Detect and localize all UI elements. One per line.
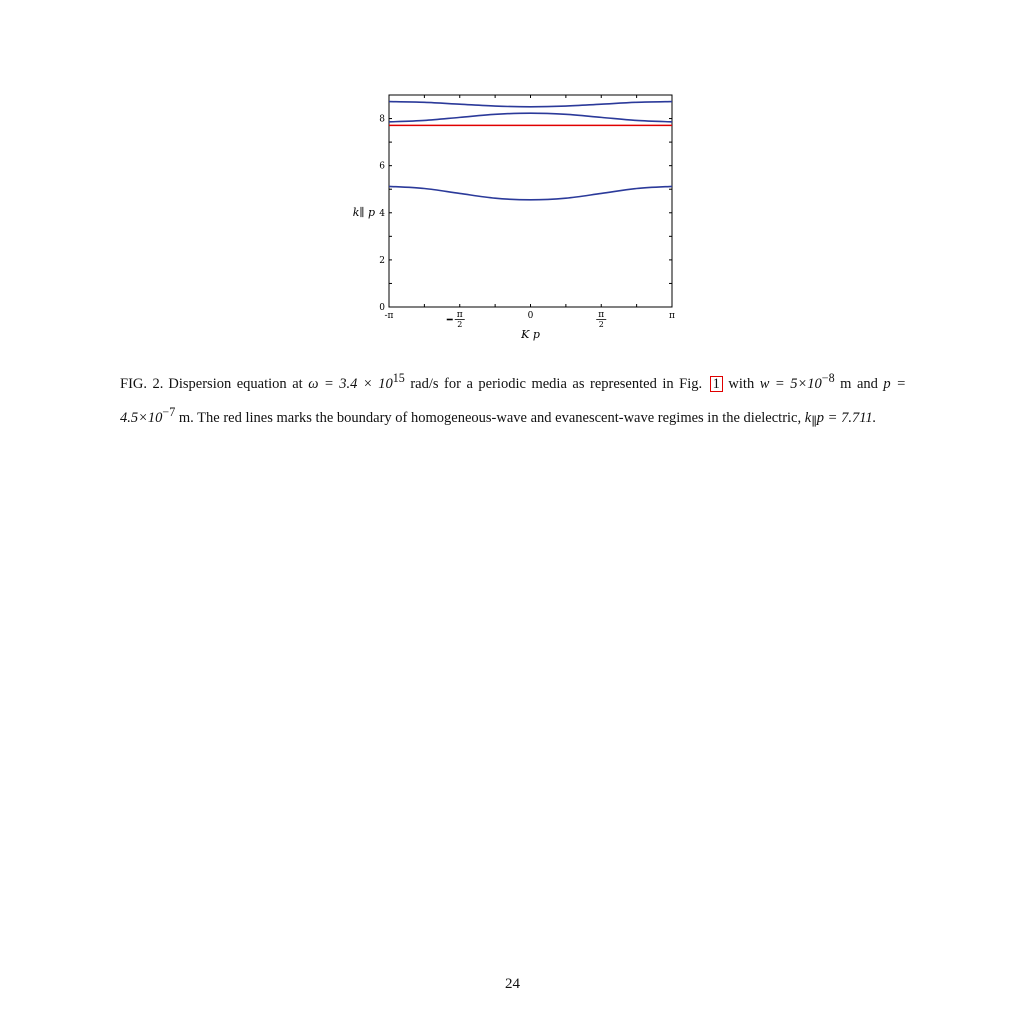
plot-frame [388,94,673,308]
x-tick-label-numerator: π [457,310,463,320]
caption-p-exponent: −7 [162,404,176,419]
x-axis-label: K p [520,328,540,341]
caption-text-4: m and [834,375,884,392]
y-axis-label: k∥ p [353,206,375,219]
dispersion-figure: 0 2 4 6 8 -π π 2 0 π 2 π K p k∥ p [330,88,690,343]
page-number: 24 [505,976,520,992]
y-tick-label: 4 [379,209,385,219]
x-tick-label: 0 [528,311,534,321]
caption-text-2: rad/s for a periodic media as represente… [404,375,708,392]
series-line-2 [388,112,673,123]
x-tick-label-denominator: 2 [599,320,604,329]
caption-omega-exponent: 15 [392,371,405,385]
figure-reference-link[interactable]: 1 [709,375,723,392]
series-line-3 [388,100,673,108]
series-line-1 [388,185,673,201]
caption-p: p = 4.5×10 [120,375,906,426]
caption-text-1: Dispersion equation at [168,375,309,392]
caption-omega: ω = 3.4 × 10 [308,375,393,392]
y-tick-label: 0 [379,303,385,313]
caption-k-tail: p = 7.711. [816,409,877,426]
x-tick-label-denominator: 2 [457,320,462,329]
caption-text-3: with [722,375,760,392]
caption-k-subscript: ∥ [811,414,817,429]
y-tick-label: 2 [379,256,385,266]
caption-label: FIG. 2. [120,375,164,392]
x-tick-label: π2 [596,310,607,329]
caption-text-5: m. The red lines marks the boundary of h… [175,409,805,426]
x-tick-label: π [669,311,675,321]
y-tick-label: 6 [379,162,385,172]
x-tick-label: -π [385,311,394,321]
x-tick-label: π2 [446,310,465,329]
caption-w-exponent: −8 [821,371,835,385]
y-tick-label: 8 [379,115,385,125]
caption-w: w = 5×10 [759,375,822,392]
x-tick-label-numerator: π [598,310,604,320]
caption-k: k [804,409,812,426]
figure-caption: FIG. 2. Dispersion equation at ω = 3.4 × … [120,364,906,436]
